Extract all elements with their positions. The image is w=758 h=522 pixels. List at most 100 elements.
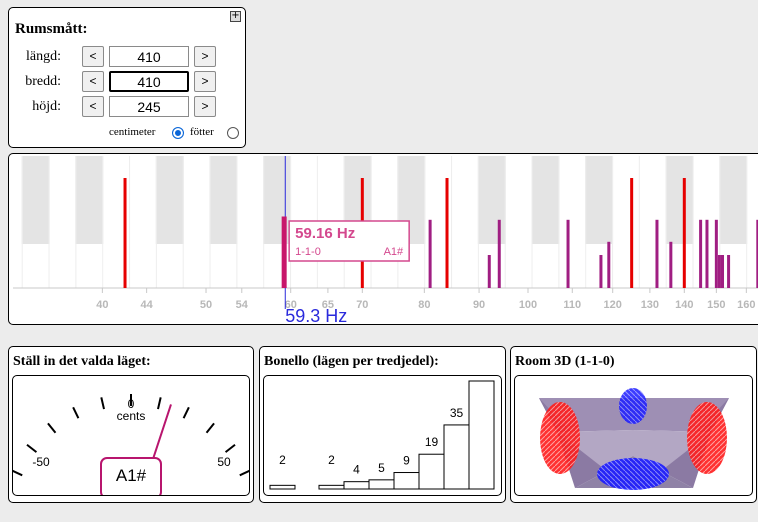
mode-bar[interactable] [281, 216, 287, 289]
height-row: höjd: < > [9, 96, 239, 118]
bonello-bar [269, 484, 296, 490]
black-key [531, 156, 560, 244]
bonello-bar [343, 481, 370, 490]
gauge-max-label: 50 [217, 455, 231, 469]
mode-bar[interactable] [599, 255, 603, 288]
gauge-tick [224, 443, 236, 453]
bonello-bar-label: 2 [279, 453, 286, 467]
height-increase-button[interactable]: > [194, 96, 216, 117]
tick-label: 50 [200, 299, 212, 311]
bonello-bar [368, 479, 395, 490]
mode-bar[interactable] [714, 219, 718, 288]
cursor-frequency-label: 59.3 Hz [285, 306, 347, 324]
mode-bar[interactable] [655, 219, 659, 288]
length-input[interactable] [109, 46, 189, 67]
black-key [665, 156, 694, 244]
mode-bar[interactable] [566, 219, 570, 288]
pressure-zone-bottom [597, 458, 669, 490]
length-increase-button[interactable]: > [194, 46, 216, 67]
width-input[interactable] [109, 71, 189, 92]
tick-label: 150 [707, 299, 725, 311]
mode-bar[interactable] [682, 178, 686, 288]
mode-bar[interactable] [497, 219, 501, 288]
bonello-bar [318, 484, 345, 490]
mode-bar[interactable] [607, 241, 611, 288]
width-increase-button[interactable]: > [194, 71, 216, 92]
tick-label: 130 [641, 299, 659, 311]
note-box [100, 457, 162, 495]
mode-bar[interactable] [717, 255, 721, 288]
pressure-zone-left [540, 402, 580, 474]
mode-bar[interactable] [445, 178, 449, 288]
pressure-zone-top [619, 388, 647, 424]
centimeter-label: centimeter [109, 126, 156, 138]
gauge-min-label: -50 [32, 455, 50, 469]
cents-gauge: 0 cents -50 50 A1# [13, 394, 249, 495]
tick-label: 160 [737, 299, 755, 311]
tick-label: 80 [418, 299, 430, 311]
tooltip-frequency: 59.16 Hz [295, 225, 355, 242]
tuner-panel: Ställ in det valda läget: 0 cents -50 50… [8, 346, 254, 503]
tick-label: 110 [563, 299, 581, 311]
bonello-panel: Bonello (lägen per tredjedel): 2 2 4 5 9 19 35… [259, 346, 506, 503]
length-decrease-button[interactable]: < [82, 46, 104, 67]
mode-bar[interactable] [756, 219, 758, 288]
tick-label: 54 [236, 299, 249, 311]
tick-label: 90 [473, 299, 485, 311]
mode-bar[interactable] [123, 178, 127, 288]
mode-bar[interactable] [630, 178, 634, 288]
tick-label: 65 [322, 299, 334, 311]
tick-label: 60 [285, 299, 297, 311]
bonello-bar-label: 35 [450, 406, 464, 420]
mode-spectrum[interactable]: 40 44 50 54 60 65 70 80 90 100 110 120 130 140 150 160 5… [9, 154, 758, 324]
gauge-tick [239, 469, 249, 477]
mode-bar[interactable] [487, 255, 491, 288]
width-decrease-button[interactable]: < [82, 71, 104, 92]
expand-icon[interactable]: + [230, 10, 241, 22]
mode-spectrum-panel: 40 44 50 54 60 65 70 80 90 100 110 120 130 140 150 160 5… [8, 153, 758, 325]
bonello-title: Bonello (lägen per tredjedel): [264, 354, 439, 369]
mode-bar[interactable] [705, 219, 709, 288]
tick-label: 40 [96, 299, 108, 311]
mode-bar[interactable] [721, 255, 725, 288]
gauge-tick [47, 422, 57, 434]
width-label: bredd: [25, 74, 61, 89]
gauge-tick [205, 422, 215, 434]
height-label: höjd: [32, 99, 61, 114]
mode-tooltip: 59.16 Hz 1-1-0 A1# [288, 220, 410, 262]
bonello-bar [418, 453, 445, 490]
width-row: bredd: < > [9, 71, 239, 93]
key-grid [21, 156, 748, 288]
gauge-tick [100, 397, 105, 410]
room3d-view[interactable] [515, 376, 752, 495]
height-input[interactable] [109, 96, 189, 117]
tick-label: 44 [141, 299, 154, 311]
tuner-gauge-frame: 0 cents -50 50 A1# [12, 375, 250, 496]
tick-label: 140 [675, 299, 693, 311]
bonello-chart-frame: 22459193559 [263, 375, 502, 496]
feet-radio[interactable] [227, 127, 239, 139]
mode-bar[interactable] [669, 241, 673, 288]
gauge-tick [26, 443, 38, 453]
black-key [263, 156, 292, 244]
gauge-unit-label: cents [117, 409, 146, 423]
room-dimensions-title: Rumsmått: [15, 21, 88, 37]
bonello-bar-label: 5 [378, 461, 385, 475]
mode-bar[interactable] [727, 255, 731, 288]
length-label: längd: [26, 49, 61, 64]
bonello-bar [443, 424, 470, 490]
tick-label: 100 [519, 299, 537, 311]
note-label: A1# [116, 466, 147, 485]
pressure-zone-right [687, 402, 727, 474]
centimeter-radio[interactable] [172, 127, 184, 139]
gauge-tick [157, 397, 162, 410]
bonello-bar [393, 472, 420, 490]
room3d-frame [514, 375, 753, 496]
black-key [155, 156, 184, 244]
tooltip-box [288, 220, 410, 262]
bonello-bar-label: 2 [328, 453, 335, 467]
black-key [477, 156, 506, 244]
mode-bar[interactable] [699, 219, 703, 288]
mode-bar[interactable] [428, 219, 432, 288]
height-decrease-button[interactable]: < [82, 96, 104, 117]
